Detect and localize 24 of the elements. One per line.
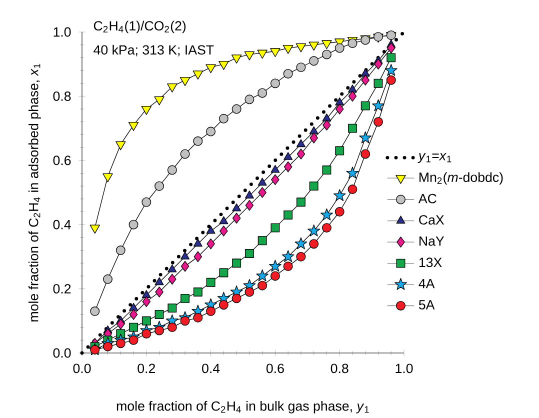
legend-label: 13X xyxy=(419,258,442,268)
legend-label: NaY xyxy=(420,236,444,246)
y-tick-label: 0.8 xyxy=(53,91,71,101)
y-axis-title: mole fraction of C$_{2}$H$_{4}$ in adsorbed phase, x$_{1}$ xyxy=(28,64,41,322)
x-tick-label: 0.8 xyxy=(330,364,348,374)
annotation: C$_{2}$H$_{4}$(1)/CO$_{2}$(2) xyxy=(94,20,186,34)
y-tick-label: 1.0 xyxy=(54,27,71,37)
annotation: 40 kPa; 313 K; IAST xyxy=(94,44,214,56)
x-tick-label: 0.2 xyxy=(138,364,156,374)
legend-label: 5A xyxy=(418,300,435,310)
x-tick-label: 0.0 xyxy=(73,364,91,374)
y-tick-label: 0.0 xyxy=(53,348,71,358)
y-tick-label: 0.2 xyxy=(53,284,71,294)
legend-label: CaX xyxy=(419,215,444,225)
legend-label: 4A xyxy=(418,278,435,288)
x-tick-label: 0.6 xyxy=(266,364,284,374)
x-tick-label: 1.0 xyxy=(396,364,413,374)
x-tick-label: 0.4 xyxy=(202,364,220,374)
legend-label: AC xyxy=(418,194,436,204)
legend-label: y$_{1}$=x$_{1}$ xyxy=(418,153,452,163)
legend-label: Mn$_{2}$(m-dobdc) xyxy=(420,172,503,185)
x-axis-title: mole fraction of C$_{2}$H$_{4}$ in bulk gas phase, y$_{1}$ xyxy=(116,400,369,414)
y-tick-label: 0.4 xyxy=(53,220,71,230)
y-tick-label: 0.6 xyxy=(53,156,71,166)
